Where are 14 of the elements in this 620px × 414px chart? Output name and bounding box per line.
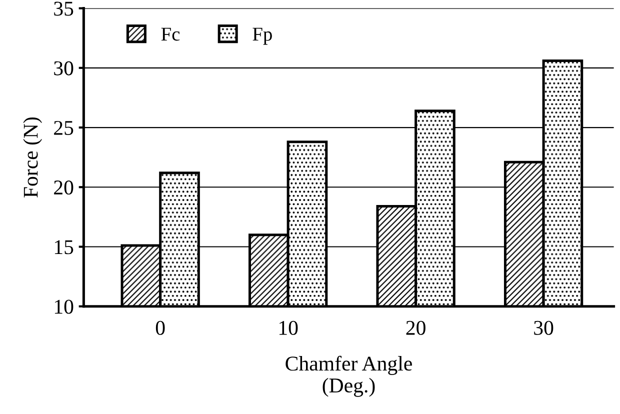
- x-tick-label: 0: [156, 320, 165, 335]
- y-tick-label: 30: [54, 61, 74, 76]
- legend-label: Fc: [161, 28, 180, 41]
- x-tick-label: 20: [406, 320, 426, 335]
- y-tick-label: 15: [54, 240, 74, 254]
- y-tick-label: 10: [54, 300, 74, 314]
- y-tick-label: 25: [54, 120, 74, 135]
- x-tick-label: 30: [534, 320, 554, 335]
- legend-label: Fp: [252, 28, 272, 45]
- x-tick-label: 10: [279, 320, 298, 335]
- y-tick-label: 20: [54, 180, 74, 195]
- y-axis-title: Force (N): [23, 117, 42, 198]
- x-axis-title: Chamfer Angle (Deg.): [286, 356, 412, 397]
- y-tick-label: 35: [54, 2, 74, 16]
